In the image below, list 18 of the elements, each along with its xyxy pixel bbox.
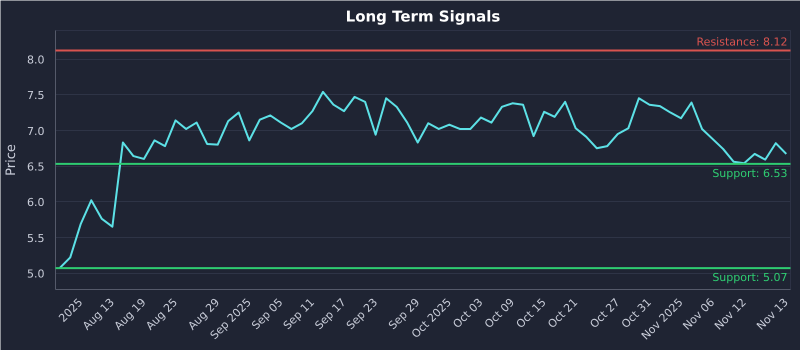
ref-line-label: Support: 5.07	[712, 271, 788, 284]
y-tick-label: 5.5	[27, 232, 45, 245]
y-tick-label: 6.5	[27, 160, 45, 174]
x-tick-label: Nov 13	[754, 296, 791, 333]
x-tick-label: Aug 13	[80, 296, 117, 333]
y-tick-label: 7.5	[27, 89, 45, 102]
y-tick-label: 6.0	[27, 196, 45, 210]
ref-line-label: Support: 6.53	[712, 166, 788, 180]
y-tick-label: 7.0	[27, 124, 45, 138]
y-tick-label: 5.0	[27, 268, 45, 281]
chart-title: Long Term Signals	[346, 8, 500, 26]
line-series	[58, 90, 788, 270]
y-tick-label: 8.0	[27, 54, 45, 67]
y-axis-title: Price	[4, 144, 20, 176]
x-tick-label: Oct 27	[587, 296, 622, 331]
x-tick-label: Sep 23	[344, 296, 380, 332]
x-tick-label: Nov 12	[712, 296, 749, 333]
ref-line-label: Resistance: 8.12	[696, 35, 788, 48]
